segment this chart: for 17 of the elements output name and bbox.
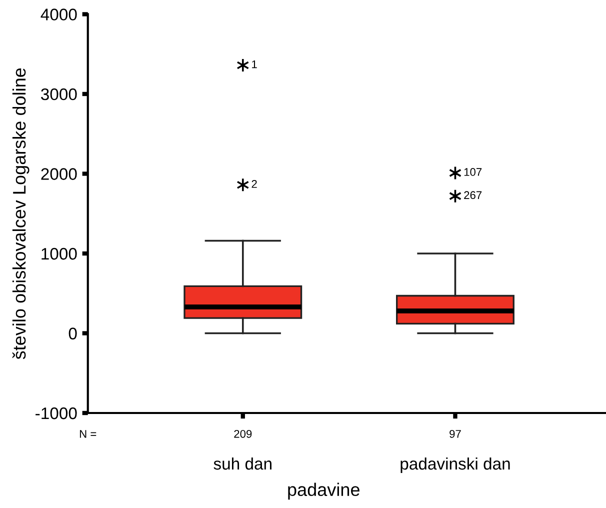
annotation: 267 bbox=[464, 191, 482, 200]
y-axis-title: število obiskovalcev Logarske doline bbox=[12, 68, 30, 360]
annotation: 107 bbox=[464, 168, 482, 176]
x-axis-title: padavine bbox=[288, 482, 360, 500]
y-tick-label: 3000 bbox=[41, 88, 77, 100]
y-tick-label: 4000 bbox=[40, 8, 77, 20]
text: N = bbox=[80, 430, 96, 438]
annotation: 2 bbox=[252, 180, 257, 188]
y-tick-label: 2000 bbox=[41, 168, 77, 180]
text: 209 bbox=[234, 430, 252, 438]
y-tick-label: 0 bbox=[68, 328, 77, 340]
y-tick-label: 1000 bbox=[42, 248, 77, 260]
x-tick-label: padavinski dan bbox=[400, 457, 510, 473]
text: 97 bbox=[450, 430, 461, 438]
y-tick-label: -1000 bbox=[36, 407, 77, 420]
x-tick-label: suh dan bbox=[214, 457, 272, 470]
annotation: 1 bbox=[252, 60, 257, 68]
